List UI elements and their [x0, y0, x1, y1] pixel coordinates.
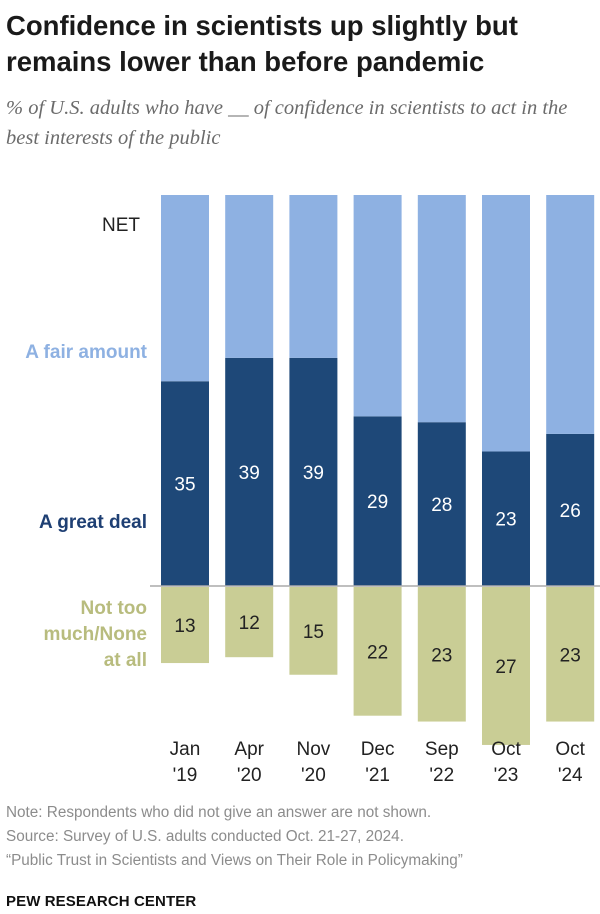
chart-notes: Note: Respondents who did not give an an…	[6, 801, 598, 873]
source-text: Source: Survey of U.S. adults conducted …	[6, 828, 404, 845]
bar-fair-amount	[161, 195, 209, 382]
bar-fair-amount	[546, 195, 595, 434]
bar-great-deal	[225, 357, 274, 586]
stacked-bar-chart: 351386Jan'19391287Apr'20391584Nov'202922…	[25, 195, 600, 786]
bar-great-deal	[161, 381, 209, 586]
bar-great-deal	[353, 416, 402, 586]
x-tick-label-month: Oct	[491, 739, 521, 760]
x-tick-label-year: '19	[173, 765, 198, 786]
x-tick-label-month: Oct	[555, 739, 585, 760]
x-tick-label-year: '23	[494, 765, 519, 786]
value-label-not-too-much: 23	[560, 645, 581, 666]
series-label-not-too-much: Not too	[81, 598, 147, 619]
value-label-great-deal: 23	[495, 510, 516, 531]
brand-logo-text: PEW RESEARCH CENTER	[6, 893, 197, 910]
bar-not-too-much	[482, 587, 530, 745]
bar-fair-amount	[289, 195, 338, 358]
bar-fair-amount	[353, 195, 402, 417]
bar-fair-amount	[417, 195, 466, 423]
series-label-fair-amount: A fair amount	[25, 342, 147, 363]
value-label-not-too-much: 27	[495, 657, 516, 678]
bar-great-deal	[289, 357, 338, 586]
x-tick-label-month: Apr	[234, 739, 264, 760]
x-tick-label-month: Dec	[361, 739, 395, 760]
value-label-great-deal: 35	[174, 475, 195, 496]
series-label-not-too-much: at all	[104, 650, 147, 671]
bar-great-deal	[417, 422, 466, 586]
report-title: “Public Trust in Scientists and Views on…	[6, 852, 463, 869]
x-tick-label-month: Jan	[170, 739, 201, 760]
value-label-great-deal: 28	[431, 495, 452, 516]
value-label-great-deal: 39	[303, 463, 324, 484]
bar-fair-amount	[225, 195, 274, 358]
bar-not-too-much	[353, 587, 402, 716]
x-tick-label-year: '20	[301, 765, 326, 786]
bar-not-too-much	[161, 587, 209, 664]
value-label-not-too-much: 22	[367, 642, 388, 663]
value-label-great-deal: 39	[239, 463, 260, 484]
bar-not-too-much	[289, 587, 338, 675]
x-tick-label-month: Sep	[425, 739, 459, 760]
bar-fair-amount	[482, 195, 530, 452]
series-label-great-deal: A great deal	[39, 512, 147, 533]
chart-subtitle: % of U.S. adults who have __ of confiden…	[6, 97, 568, 149]
value-label-not-too-much: 12	[239, 613, 260, 634]
x-tick-label-year: '20	[237, 765, 262, 786]
net-row-label: NET	[102, 215, 140, 236]
note-text: Note: Respondents who did not give an an…	[6, 804, 432, 821]
x-tick-label-year: '21	[365, 765, 390, 786]
value-label-great-deal: 26	[560, 501, 581, 522]
bar-not-too-much	[225, 587, 274, 658]
value-label-not-too-much: 15	[303, 622, 324, 643]
chart-title: Confidence in scientists up slightly but…	[6, 10, 518, 77]
bar-not-too-much	[546, 587, 595, 722]
x-tick-label-month: Nov	[297, 739, 331, 760]
x-tick-label-year: '24	[558, 765, 583, 786]
bar-great-deal	[546, 433, 595, 586]
value-label-great-deal: 29	[367, 492, 388, 513]
value-label-not-too-much: 23	[431, 645, 452, 666]
x-tick-label-year: '22	[429, 765, 454, 786]
series-label-not-too-much: much/None	[44, 624, 147, 645]
bar-great-deal	[482, 451, 530, 586]
value-label-not-too-much: 13	[174, 616, 195, 637]
bar-not-too-much	[417, 587, 466, 722]
